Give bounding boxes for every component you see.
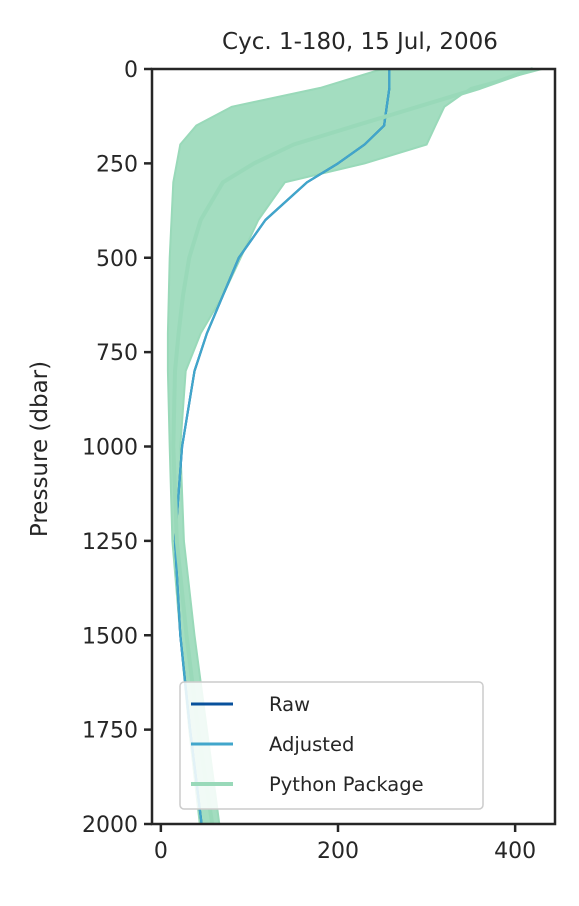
x-tick-label: 200 bbox=[317, 839, 359, 864]
y-tick-label: 1500 bbox=[82, 624, 138, 649]
y-tick-label: 500 bbox=[96, 247, 138, 272]
y-tick-label: 1000 bbox=[82, 436, 138, 461]
legend-label-adjusted: Adjusted bbox=[269, 733, 354, 756]
chart-title: Cyc. 1-180, 15 Jul, 2006 bbox=[222, 29, 498, 55]
legend-label-python-package: Python Package bbox=[269, 773, 424, 796]
legend: Raw Adjusted Python Package bbox=[179, 681, 484, 810]
y-axis-label: Pressure (dbar) bbox=[27, 361, 53, 537]
series-line-adjusted bbox=[173, 69, 391, 825]
series-line-python-package bbox=[171, 67, 534, 825]
x-tick-label: 400 bbox=[494, 839, 536, 864]
legend-box bbox=[179, 681, 484, 810]
y-tick-label: 250 bbox=[96, 152, 138, 177]
legend-label-raw: Raw bbox=[269, 693, 310, 716]
y-tick-label: 750 bbox=[96, 341, 138, 366]
y-tick-label: 1250 bbox=[82, 530, 138, 555]
x-tick-label: 0 bbox=[154, 839, 168, 864]
y-tick-label: 1750 bbox=[82, 719, 138, 744]
y-tick-label: 0 bbox=[124, 58, 138, 83]
y-tick-label: 2000 bbox=[82, 813, 138, 838]
plot-frame bbox=[150, 67, 557, 826]
axis-ticks: 0 250 500 750 1000 1250 1500 1750 2000 0 200 400 bbox=[82, 58, 536, 864]
